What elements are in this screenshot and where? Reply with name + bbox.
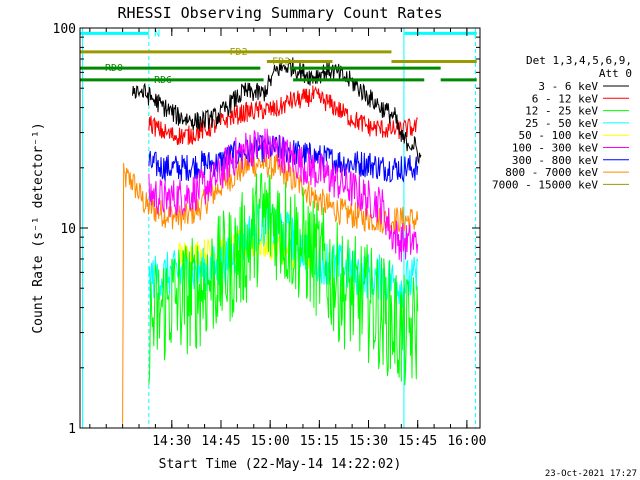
legend-label: 50 - 100 keV bbox=[519, 129, 599, 142]
plot-area: N FD2 FD3 RD0 RD6 bbox=[80, 28, 477, 428]
legend-label: 800 - 7000 keV bbox=[505, 166, 598, 179]
legend-label: 100 - 300 keV bbox=[512, 142, 598, 155]
series-line bbox=[148, 172, 419, 386]
legend-header-line1: Det 1,3,4,5,6,9, bbox=[526, 54, 632, 67]
legend-label: 6 - 12 keV bbox=[532, 92, 599, 105]
series-line bbox=[132, 57, 422, 165]
y-axis-label: Count Rate (s⁻¹ detector⁻¹) bbox=[31, 122, 46, 333]
series-line bbox=[148, 85, 419, 146]
legend-label: 3 - 6 keV bbox=[538, 80, 598, 93]
legend-header-line2: Att 0 bbox=[599, 67, 632, 80]
state-bar-label: N bbox=[154, 28, 160, 39]
y-tick-label: 1 bbox=[68, 422, 76, 437]
legend-label: 12 - 25 keV bbox=[525, 105, 598, 118]
axes: 14:30 14:45 15:00 15:15 15:30 15:45 16:00 1 10 10… bbox=[53, 22, 487, 449]
x-tick-label: 15:30 bbox=[349, 434, 388, 449]
series-line bbox=[148, 128, 419, 262]
state-bar-label: FD3 bbox=[272, 56, 290, 67]
legend-label: 7000 - 15000 keV bbox=[492, 178, 598, 191]
legend-label: 300 - 800 keV bbox=[512, 154, 598, 167]
x-tick-label: 14:45 bbox=[201, 434, 240, 449]
x-tick-label: 15:45 bbox=[398, 434, 437, 449]
state-bar-label: FD2 bbox=[230, 47, 248, 58]
x-tick-label: 15:00 bbox=[251, 434, 290, 449]
chart-title: RHESSI Observing Summary Count Rates bbox=[117, 4, 442, 22]
x-axis-label: Start Time (22-May-14 14:22:02) bbox=[159, 457, 402, 472]
x-tick-label: 15:15 bbox=[300, 434, 339, 449]
series-line bbox=[122, 150, 419, 424]
state-bar-label: RD6 bbox=[154, 75, 172, 86]
x-tick-label: 14:30 bbox=[152, 434, 191, 449]
y-tick-label: 100 bbox=[53, 22, 76, 37]
y-tick-label: 10 bbox=[60, 222, 76, 237]
legend-label: 25 - 50 keV bbox=[525, 117, 598, 130]
footer-date: 23-Oct-2021 17:27 bbox=[545, 469, 637, 479]
x-tick-label: 16:00 bbox=[447, 434, 486, 449]
state-bar-label: RD0 bbox=[105, 63, 123, 74]
